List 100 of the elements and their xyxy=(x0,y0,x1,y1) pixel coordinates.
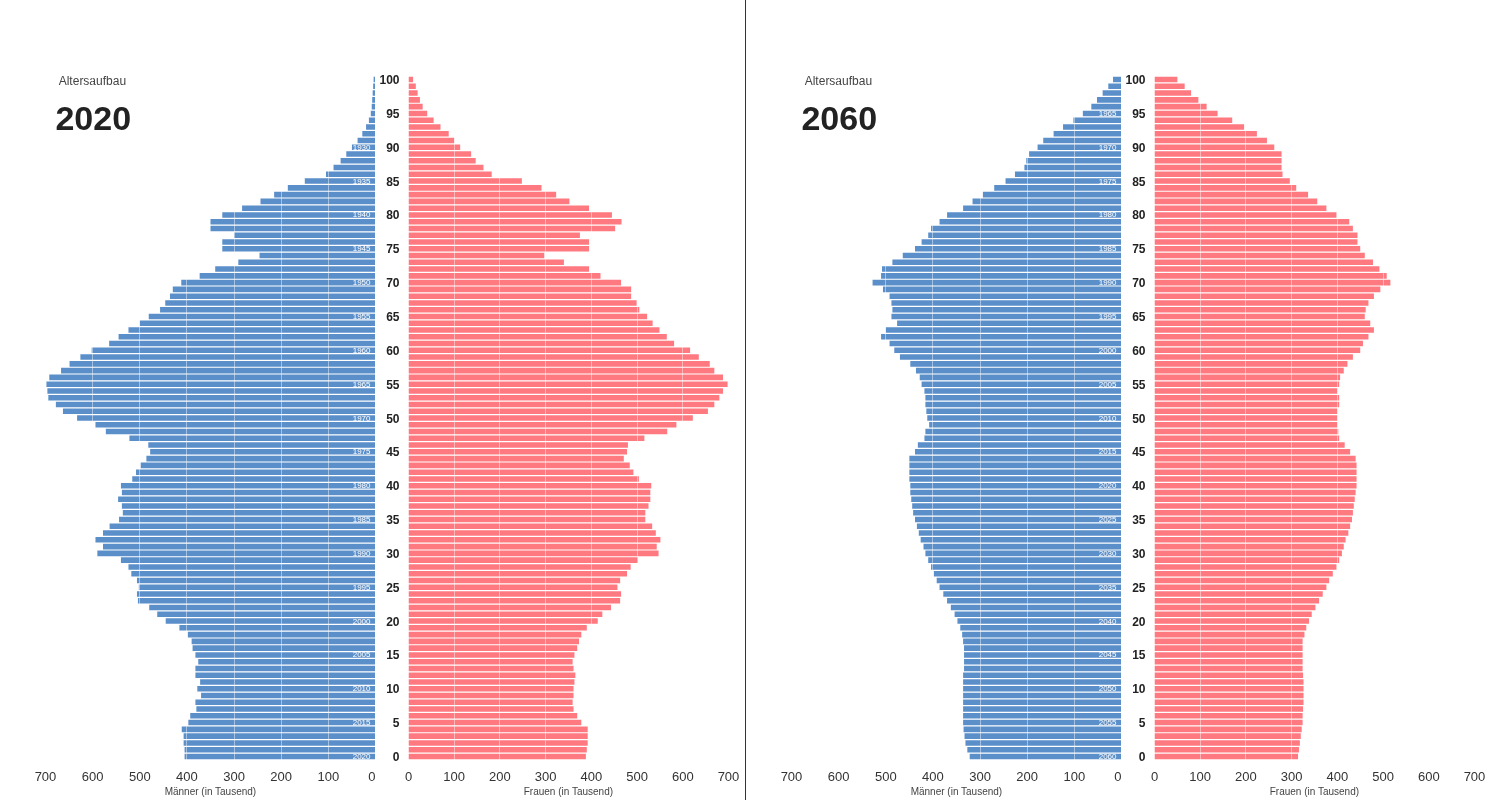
text: 2020 xyxy=(55,99,132,138)
y-tick-label: 2000 xyxy=(1098,345,1118,355)
x-tick-label: 400 xyxy=(1326,768,1349,784)
y-tick-label: 0 xyxy=(392,749,400,764)
x-tick-label: 300 xyxy=(534,768,557,784)
y-tick-label: 30 xyxy=(1132,546,1146,561)
x-tick-label: 700 xyxy=(34,768,57,784)
y-tick-label: 45 xyxy=(1132,445,1146,460)
y-tick-label: 70 xyxy=(1132,276,1146,291)
text: 2060 xyxy=(801,99,878,138)
x-tick-label: 500 xyxy=(128,768,151,784)
x-axis-title: Männer (in Tausend) xyxy=(164,785,257,797)
x-tick-label: 500 xyxy=(874,768,897,784)
y-tick-label: 2040 xyxy=(1098,616,1118,626)
bar xyxy=(1113,76,1121,83)
y-tick-label: 2035 xyxy=(1098,582,1118,592)
y-tick-label: 60 xyxy=(1132,343,1146,358)
y-tick-label: 30 xyxy=(386,546,400,561)
y-tick-label: 1935 xyxy=(352,176,372,186)
y-tick-label: 2030 xyxy=(1098,548,1118,558)
y-tick-label: 2020 xyxy=(352,751,372,761)
y-tick-label: 5 xyxy=(1138,716,1146,731)
x-tick-label: 200 xyxy=(270,768,293,784)
y-tick-label: 1990 xyxy=(1098,278,1118,288)
y-tick-label: 2060 xyxy=(1098,751,1118,761)
y-tick-label: 1965 xyxy=(1098,108,1118,118)
y-tick-label: 70 xyxy=(386,276,400,291)
y-tick-label: 80 xyxy=(1132,208,1146,223)
x-tick-label: 600 xyxy=(81,768,104,784)
y-tick-label: 0 xyxy=(1138,749,1146,764)
x-tick-label: 200 xyxy=(1235,768,1257,784)
chart-subtitle: Altersaufbau xyxy=(804,73,873,88)
y-tick-label: 1995 xyxy=(352,582,372,592)
y-tick-label: 60 xyxy=(386,343,400,358)
y-tick-label: 5 xyxy=(392,716,400,731)
y-tick-label: 1985 xyxy=(352,515,372,525)
y-tick-label: 2005 xyxy=(1098,379,1118,389)
x-tick-label: 200 xyxy=(1016,768,1039,784)
y-tick-label: 1995 xyxy=(1098,311,1118,321)
y-tick-label: 1950 xyxy=(352,278,372,288)
y-tick-label: 90 xyxy=(386,140,400,155)
y-tick-label: 1940 xyxy=(352,210,372,220)
x-tick-label: 600 xyxy=(671,768,694,784)
x-tick-label: 500 xyxy=(1372,768,1394,784)
y-tick-label: 1930 xyxy=(352,142,372,152)
y-tick-label: 1975 xyxy=(352,447,372,457)
y-tick-label: 25 xyxy=(386,580,400,595)
y-tick-label: 10 xyxy=(1132,682,1146,697)
x-tick-label: 500 xyxy=(626,768,648,784)
x-tick-label: 0 xyxy=(1150,768,1159,784)
y-tick-label: 2025 xyxy=(1098,515,1118,525)
y-tick-label: 2050 xyxy=(1098,684,1118,694)
y-tick-label: 2010 xyxy=(352,684,372,694)
x-axis-title: Männer (in Tausend) xyxy=(910,785,1003,797)
x-tick-label: 0 xyxy=(404,768,413,784)
y-tick-label: 1960 xyxy=(352,345,372,355)
chart-subtitle: Altersaufbau xyxy=(58,73,127,88)
y-tick-label: 2055 xyxy=(1098,718,1118,728)
x-tick-label: 100 xyxy=(1189,768,1212,784)
x-axis-title: Frauen (in Tausend) xyxy=(1269,785,1360,797)
y-tick-label: 75 xyxy=(386,242,400,257)
y-tick-label: 95 xyxy=(386,106,400,121)
y-tick-label: 50 xyxy=(386,411,400,426)
y-tick-label: 100 xyxy=(1125,73,1146,88)
y-tick-label: 2000 xyxy=(352,616,372,626)
y-tick-label: 2045 xyxy=(1098,650,1118,660)
y-tick-label: 95 xyxy=(1132,106,1146,121)
x-tick-label: 400 xyxy=(580,768,603,784)
x-tick-label: 700 xyxy=(717,768,740,784)
y-tick-label: 85 xyxy=(1132,174,1146,189)
y-tick-label: 65 xyxy=(386,309,400,324)
x-axis-title: Frauen (in Tausend) xyxy=(523,785,614,797)
y-tick-label: 1990 xyxy=(352,548,372,558)
y-tick-label: 55 xyxy=(1132,377,1146,392)
y-tick-label: 50 xyxy=(1132,411,1146,426)
y-tick-label: 1970 xyxy=(1098,142,1118,152)
y-tick-label: 20 xyxy=(386,614,400,629)
bar xyxy=(1154,753,1299,760)
y-tick-label: 15 xyxy=(386,648,400,663)
y-tick-label: 80 xyxy=(386,208,400,223)
y-tick-label: 100 xyxy=(379,73,400,88)
x-tick-label: 100 xyxy=(443,768,466,784)
x-tick-label: 400 xyxy=(176,768,198,784)
x-tick-label: 600 xyxy=(827,768,850,784)
x-tick-label: 400 xyxy=(922,768,944,784)
y-tick-label: 45 xyxy=(386,445,400,460)
x-tick-label: 100 xyxy=(317,768,340,784)
y-tick-label: 1980 xyxy=(352,481,372,491)
y-tick-label: 85 xyxy=(386,174,400,189)
y-tick-label: 1955 xyxy=(352,311,372,321)
bar xyxy=(408,753,586,760)
y-tick-label: 1945 xyxy=(352,244,372,254)
y-tick-label: 20 xyxy=(1132,614,1146,629)
y-tick-label: 2005 xyxy=(352,650,372,660)
y-tick-label: 55 xyxy=(386,377,400,392)
x-tick-label: 300 xyxy=(969,768,991,784)
y-tick-label: 2015 xyxy=(1098,447,1118,457)
y-tick-label: 40 xyxy=(386,479,400,494)
x-tick-label: 300 xyxy=(1280,768,1303,784)
y-tick-label: 35 xyxy=(386,513,400,528)
